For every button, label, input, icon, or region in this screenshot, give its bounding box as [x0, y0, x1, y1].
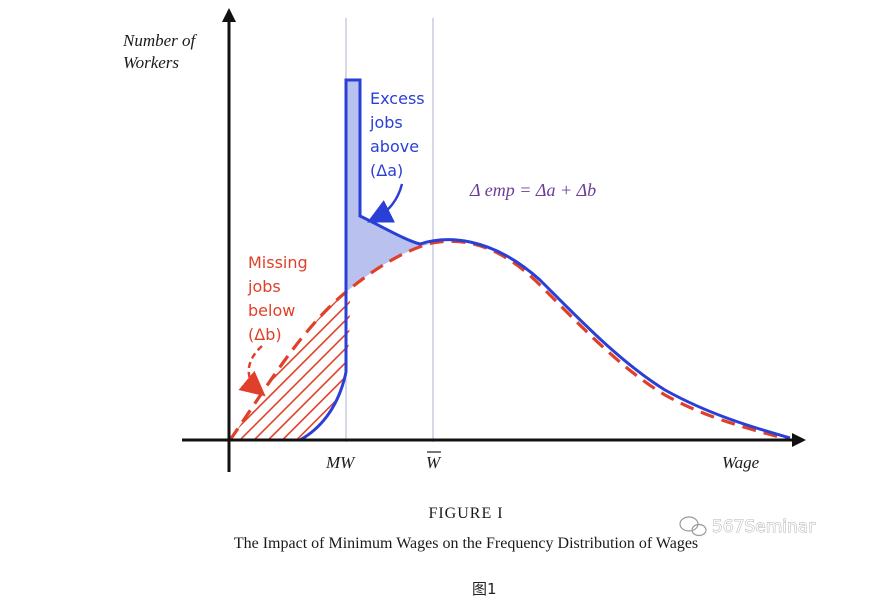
- figure-title: The Impact of Minimum Wages on the Frequ…: [234, 535, 698, 552]
- excess-label-line4: (Δa): [370, 161, 403, 180]
- y-axis-label-line2: Workers: [123, 53, 179, 72]
- y-axis-arrow: [222, 8, 236, 22]
- missing-label-line3: below: [248, 301, 295, 320]
- excess-jobs-region: [346, 80, 430, 292]
- wechat-logo-icon: [679, 516, 707, 537]
- tick-label-wbar: W: [426, 453, 442, 472]
- missing-label-line1: Missing: [248, 253, 308, 272]
- excess-arrow: [367, 183, 404, 223]
- excess-label-line1: Excess: [370, 89, 425, 108]
- employment-equation: Δ emp = Δa + Δb: [469, 180, 596, 200]
- missing-jobs-region: [230, 292, 350, 440]
- watermark: 567Seminar: [712, 517, 815, 537]
- missing-label-line2: jobs: [247, 277, 281, 296]
- y-axis-label-line1: Number of: [122, 31, 198, 50]
- missing-arrow: [238, 345, 266, 397]
- missing-label-line4: (Δb): [248, 325, 282, 344]
- x-axis-label: Wage: [722, 453, 760, 472]
- excess-label-line2: jobs: [369, 113, 403, 132]
- figure-label: FIGURE I: [428, 505, 503, 522]
- excess-label-line3: above: [370, 137, 419, 156]
- x-axis-arrow: [792, 433, 806, 447]
- tick-label-mw: MW: [325, 453, 356, 472]
- footer-figure-label: 图1: [472, 580, 497, 598]
- observed-distribution-curve: [299, 78, 791, 442]
